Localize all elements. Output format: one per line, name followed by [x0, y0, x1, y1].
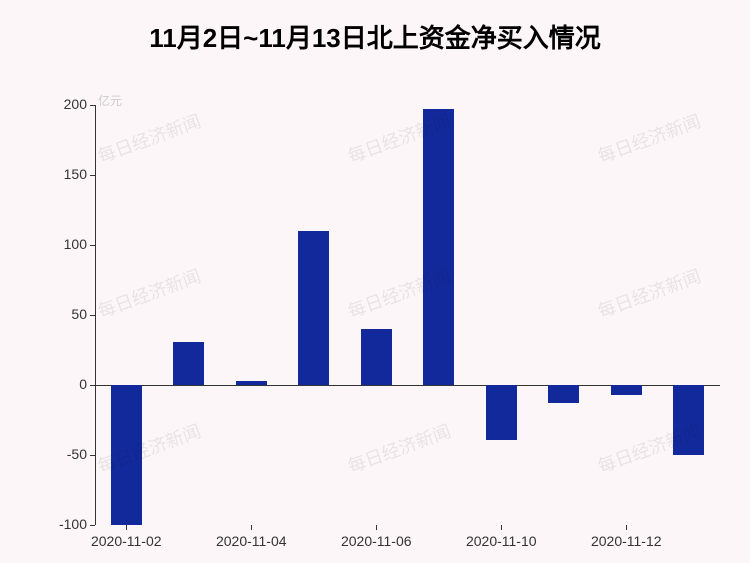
- y-axis-tick-label: 100: [45, 236, 87, 252]
- bar: [111, 385, 142, 525]
- bar: [423, 109, 454, 385]
- chart-title: 11月2日~11月13日北上资金净买入情况: [0, 0, 750, 65]
- x-tick: [251, 525, 252, 530]
- bar: [236, 381, 267, 385]
- y-tick: [90, 455, 95, 456]
- chart-container: 11月2日~11月13日北上资金净买入情况 亿元 每日经济新闻每日经济新闻每日经…: [0, 0, 750, 563]
- x-axis-tick-label: 2020-11-12: [591, 533, 662, 549]
- bar: [548, 385, 579, 403]
- y-axis-line: [95, 105, 96, 525]
- x-axis-tick-label: 2020-11-04: [216, 533, 287, 549]
- bar: [611, 385, 642, 395]
- x-tick: [501, 525, 502, 530]
- bar: [298, 231, 329, 385]
- x-tick: [376, 525, 377, 530]
- x-axis-tick-label: 2020-11-06: [341, 533, 412, 549]
- y-axis-tick-label: 50: [45, 306, 87, 322]
- plot-area: [95, 105, 720, 525]
- y-tick: [90, 245, 95, 246]
- x-tick: [126, 525, 127, 530]
- y-axis-tick-label: 150: [45, 166, 87, 182]
- y-tick: [90, 315, 95, 316]
- y-axis-tick-label: -50: [45, 446, 87, 462]
- y-tick: [90, 525, 95, 526]
- y-axis-tick-label: -100: [45, 516, 87, 532]
- x-axis-tick-label: 2020-11-02: [91, 533, 162, 549]
- y-tick: [90, 175, 95, 176]
- y-tick: [90, 105, 95, 106]
- y-axis-tick-label: 0: [45, 376, 87, 392]
- x-tick: [626, 525, 627, 530]
- bar: [486, 385, 517, 440]
- x-axis-tick-label: 2020-11-10: [466, 533, 537, 549]
- y-axis-tick-label: 200: [45, 96, 87, 112]
- bar: [173, 342, 204, 385]
- bar: [673, 385, 704, 455]
- bar: [361, 329, 392, 385]
